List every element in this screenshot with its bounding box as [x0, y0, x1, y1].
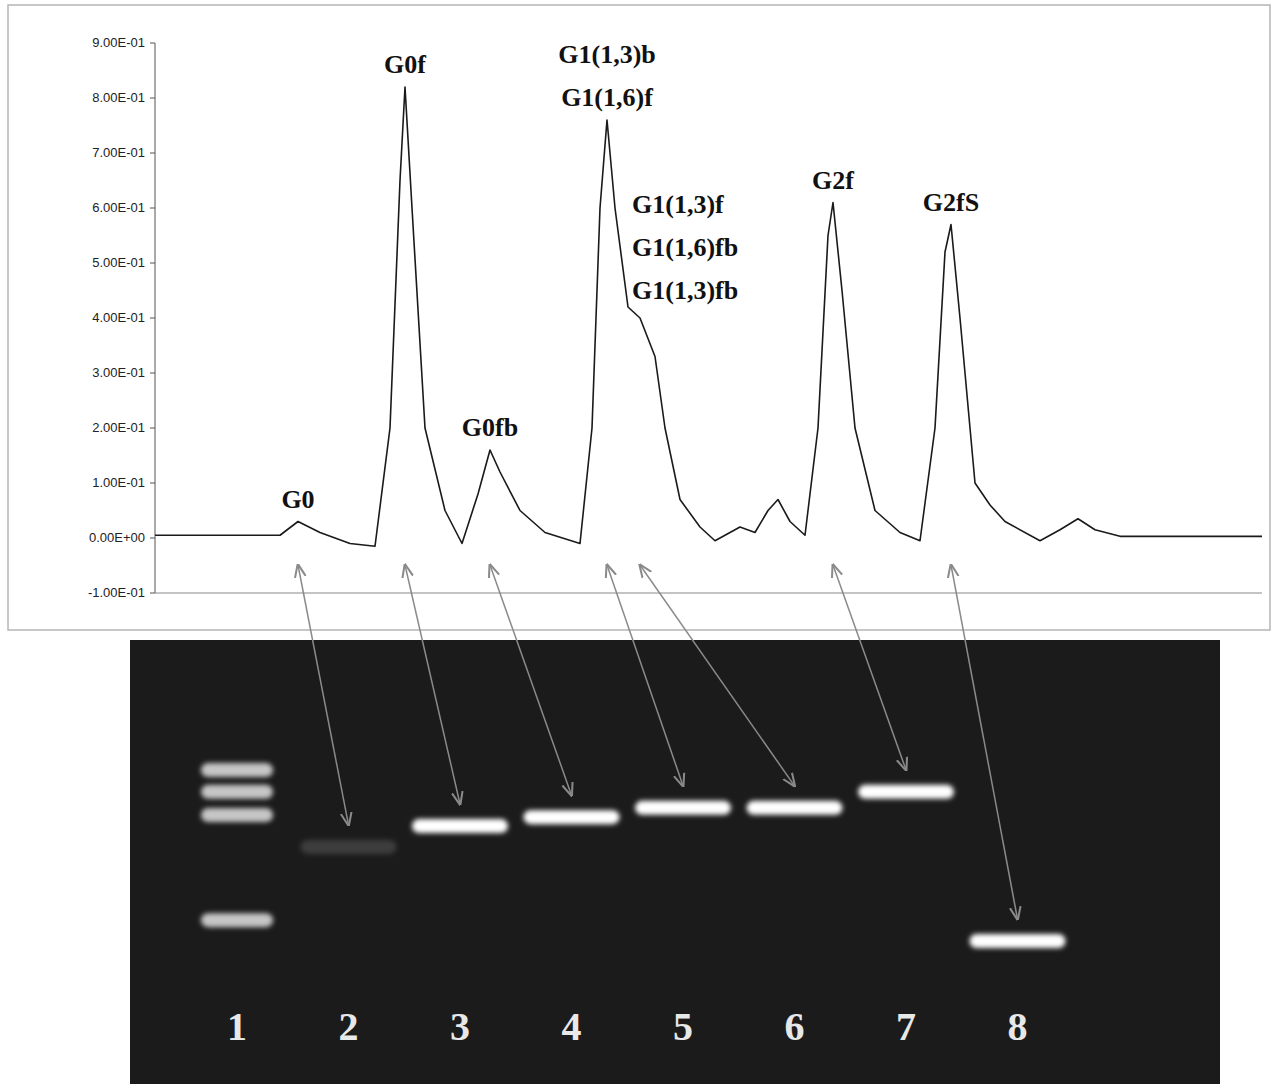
- lane-label: 2: [339, 1004, 359, 1049]
- gel-band: [301, 840, 397, 854]
- y-tick: [150, 373, 155, 374]
- y-tick: [150, 153, 155, 154]
- y-tick: [150, 593, 155, 594]
- peak-label: G0: [281, 485, 314, 514]
- peak-label: G1(1,3)fb: [632, 276, 738, 305]
- lane-label: 4: [562, 1004, 582, 1049]
- y-tick: [150, 208, 155, 209]
- plot-area: [155, 87, 1262, 546]
- y-tick: [150, 318, 155, 319]
- y-tick-label: 4.00E-01: [92, 310, 145, 325]
- y-tick-label: 1.00E-01: [92, 475, 145, 490]
- gel-band: [201, 763, 273, 777]
- lane-label: 5: [673, 1004, 693, 1049]
- y-tick-label: -1.00E-01: [88, 585, 145, 600]
- gel-band: [635, 801, 731, 815]
- peak-lane-arrow: [640, 565, 795, 786]
- peak-label: G2f: [812, 166, 854, 195]
- y-tick: [150, 538, 155, 539]
- gel-band: [412, 819, 508, 833]
- y-tick-label: 5.00E-01: [92, 255, 145, 270]
- peak-label: G1(1,6)f: [561, 83, 653, 112]
- peak-label: G1(1,3)f: [632, 190, 724, 219]
- x-axis: [155, 593, 1262, 594]
- peak-lane-arrow: [298, 565, 349, 825]
- panel-frame: [8, 5, 1270, 630]
- y-tick-label: 7.00E-01: [92, 145, 145, 160]
- chromatogram-trace: [155, 87, 1262, 546]
- gel-band: [201, 913, 273, 927]
- peak-label: G0fb: [462, 413, 518, 442]
- y-tick-label: 9.00E-01: [92, 35, 145, 50]
- y-tick: [150, 263, 155, 264]
- y-tick: [150, 483, 155, 484]
- y-tick: [150, 98, 155, 99]
- peak-lane-arrow: [405, 565, 460, 804]
- y-tick: [150, 43, 155, 44]
- peak-label: G2fS: [923, 188, 979, 217]
- peak-label: G1(1,3)b: [558, 40, 656, 69]
- y-tick-label: 2.00E-01: [92, 420, 145, 435]
- y-tick-label: 8.00E-01: [92, 90, 145, 105]
- figure: 9.00E-01 8.00E-01 7.00E-01 6.00E-01 5.00E-01…: [0, 0, 1276, 1084]
- peak-lane-arrow: [490, 565, 572, 795]
- gel-image: [130, 640, 1220, 1084]
- peak-lane-arrow: [951, 565, 1018, 919]
- y-tick-label: 6.00E-01: [92, 200, 145, 215]
- y-tick-label: 3.00E-01: [92, 365, 145, 380]
- peak-lane-arrow: [833, 565, 906, 770]
- lane-label: 3: [450, 1004, 470, 1049]
- peak-label: G1(1,6)fb: [632, 233, 738, 262]
- gel-band: [201, 785, 273, 799]
- y-tick-label: 0.00E+00: [89, 530, 145, 545]
- peak-label: G0f: [384, 50, 426, 79]
- gel-band: [201, 808, 273, 822]
- gel-band: [970, 934, 1066, 948]
- y-tick: [150, 428, 155, 429]
- peak-lane-arrow: [607, 565, 683, 786]
- gel-band: [858, 785, 954, 799]
- gel-band: [747, 801, 843, 815]
- lane-label: 1: [227, 1004, 247, 1049]
- lane-label: 8: [1008, 1004, 1028, 1049]
- lane-label: 6: [785, 1004, 805, 1049]
- lane-label: 7: [896, 1004, 916, 1049]
- gel-band: [524, 810, 620, 824]
